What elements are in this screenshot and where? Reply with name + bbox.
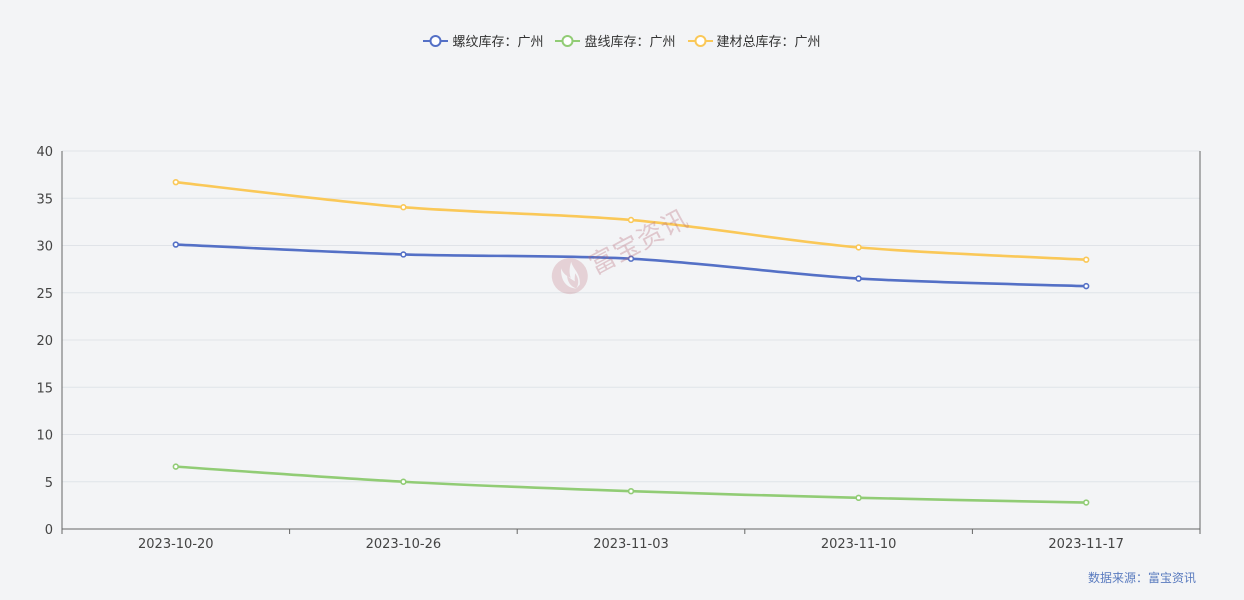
y-tick-label: 35 [36,192,53,207]
data-point[interactable] [172,463,180,470]
data-point[interactable] [1082,256,1090,263]
legend-item[interactable]: 螺纹库存：广州 [423,31,543,50]
chart-legend: 螺纹库存：广州 盘线库存：广州 建材总库存：广州 [0,31,1244,50]
y-tick-label: 20 [36,334,53,349]
y-tick-label: 0 [45,523,53,538]
x-tick-label: 2023-11-17 [1048,537,1124,552]
legend-label: 盘线库存：广州 [584,35,676,50]
data-point[interactable] [627,488,635,495]
data-point[interactable] [400,478,407,485]
y-tick-label: 15 [36,381,53,396]
data-point[interactable] [627,255,635,262]
x-tick-label: 2023-10-26 [366,537,442,552]
y-tick-label: 40 [36,145,53,160]
legend-label: 螺纹库存：广州 [452,35,544,50]
series-1 [172,463,1090,506]
series-0 [172,241,1090,290]
x-tick-label: 2023-11-03 [593,537,669,552]
axes: 0 5 10 15 20 25 30 35 40 2023-10-20 2023-10-26 2023… [36,145,1201,552]
series-lines [172,178,1090,506]
y-tick-label: 5 [45,476,53,491]
data-point[interactable] [172,241,180,248]
series-line [175,465,1087,504]
data-point[interactable] [855,244,862,251]
data-point[interactable] [1082,282,1090,290]
data-point[interactable] [1082,499,1090,506]
y-tick-label: 30 [36,240,53,255]
legend-symbol-icon [555,34,581,47]
series-2 [172,178,1090,263]
legend-symbol-icon [687,34,713,47]
legend-label: 建材总库存：广州 [716,35,821,50]
legend-item[interactable]: 建材总库存：广州 [687,31,821,50]
grid-lines [62,150,1200,483]
legend-item[interactable]: 盘线库存：广州 [555,31,676,50]
data-point[interactable] [400,251,407,258]
data-point[interactable] [400,204,407,211]
watermark: 富宝资讯 [544,198,694,302]
x-tick-label: 2023-11-10 [821,537,897,552]
data-point[interactable] [855,494,862,502]
y-tick-label: 25 [36,287,53,302]
legend-symbol-icon [423,34,449,47]
y-tick-label: 10 [36,429,53,444]
data-point[interactable] [855,275,862,282]
x-tick-label: 2023-10-20 [138,537,214,552]
data-point[interactable] [627,216,635,224]
data-point[interactable] [172,178,180,186]
source-label: 数据来源：富宝资讯 [1087,571,1196,585]
flame-logo-icon [551,258,588,295]
